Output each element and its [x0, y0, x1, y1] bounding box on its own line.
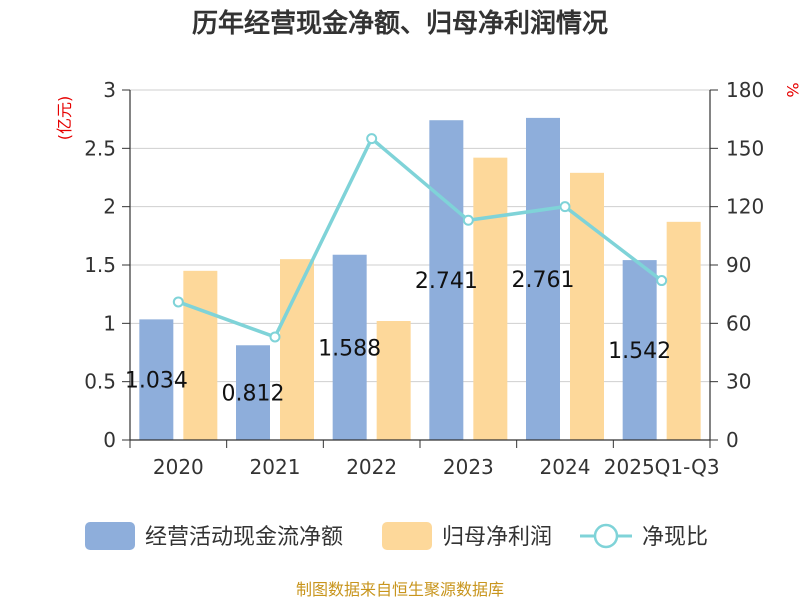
right-tick-label: 90	[726, 253, 751, 277]
left-tick-label: 1.5	[84, 253, 116, 277]
bar-cashflow	[526, 117, 560, 440]
x-tick-label: 2020	[153, 455, 204, 479]
data-label-cashflow: 0.812	[222, 382, 285, 407]
ratio-point	[172, 296, 184, 308]
x-tick-label: 2023	[443, 455, 494, 479]
left-tick-label: 3	[103, 78, 116, 102]
legend-label-cashflow: 经营活动现金流净额	[145, 525, 343, 550]
data-label-cashflow: 1.034	[125, 369, 188, 394]
right-tick-label: 30	[726, 370, 751, 394]
data-label-cashflow: 2.761	[512, 268, 575, 293]
legend-label-profit: 归母净利润	[442, 525, 552, 550]
ratio-point	[269, 331, 281, 343]
right-tick-label: 180	[726, 78, 764, 102]
data-label-cashflow: 1.542	[608, 339, 671, 364]
left-tick-label: 0.5	[84, 370, 116, 394]
right-axis-unit: %	[783, 82, 800, 97]
bars	[139, 117, 701, 441]
ratio-point	[656, 275, 668, 287]
legend-label-ratio: 净现比	[642, 525, 708, 550]
ratio-point	[366, 133, 378, 145]
x-tick-label: 2024	[540, 455, 591, 479]
legend-marker-ratio	[593, 523, 619, 549]
bar-cashflow	[429, 120, 464, 440]
bar-profit	[376, 321, 411, 440]
bar-profit	[280, 259, 314, 440]
bar-profit	[473, 157, 508, 440]
bar-cashflow	[236, 345, 270, 440]
bar-cashflow	[622, 260, 657, 440]
ratio-point	[462, 214, 474, 226]
chart-title: 历年经营现金净额、归母净利润情况	[192, 8, 608, 39]
source-note: 制图数据来自恒生聚源数据库	[296, 580, 504, 599]
bar-cashflow	[139, 319, 174, 440]
ratio-line-path	[177, 136, 663, 339]
legend-swatch-cashflow	[85, 522, 135, 550]
data-label-cashflow: 1.588	[318, 336, 381, 361]
right-tick-label: 0	[726, 428, 739, 452]
left-tick-label: 2.5	[84, 136, 116, 160]
grid	[130, 89, 710, 383]
bar-profit	[666, 221, 701, 440]
x-tick-label: 2021	[250, 455, 301, 479]
x-tick-label: 2022	[346, 455, 397, 479]
x-tick-label: 2025Q1-Q3	[604, 455, 720, 479]
ratio-line	[172, 133, 668, 343]
right-tick-label: 120	[726, 195, 764, 219]
legend: 经营活动现金流净额 归母净利润 净现比	[85, 522, 708, 550]
left-tick-label: 0	[103, 428, 116, 452]
left-axis-unit: (亿元)	[55, 96, 74, 141]
bar-profit	[570, 172, 604, 441]
legend-swatch-profit	[382, 522, 432, 550]
bar-cashflow	[332, 254, 367, 440]
bar-profit	[183, 270, 218, 440]
right-tick-label: 60	[726, 311, 751, 335]
ratio-point	[559, 201, 571, 213]
data-label-cashflow: 2.741	[415, 269, 478, 294]
left-tick-label: 1	[103, 311, 116, 335]
right-tick-label: 150	[726, 136, 764, 160]
left-tick-label: 2	[103, 195, 116, 219]
data-labels: 1.034 0.812 1.588 2.741 2.761 1.542	[125, 268, 671, 407]
